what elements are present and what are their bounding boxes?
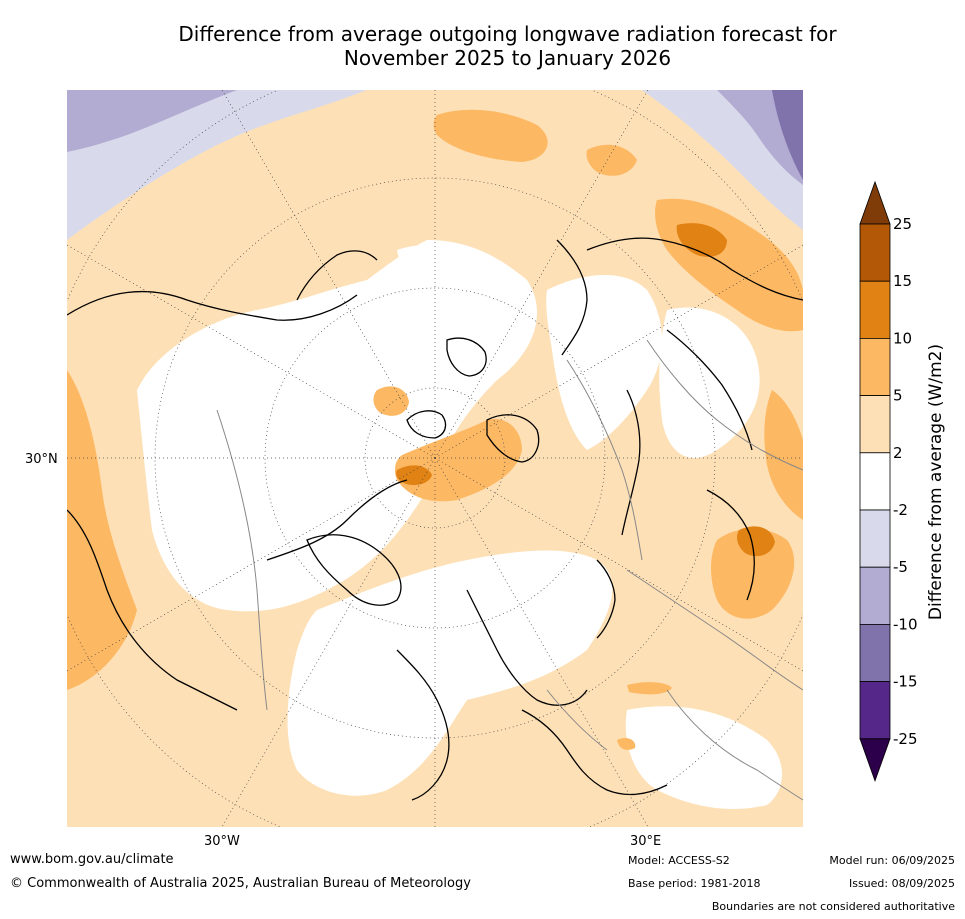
- footer-issued: Issued: 08/09/2025: [848, 877, 955, 890]
- colorbar-bin: [859, 223, 891, 282]
- polar-map: [67, 90, 803, 827]
- anomaly-strong-east-asia: [676, 223, 727, 257]
- colorbar-svg: 25 15 10 5 2 -2 -5 -10 -15 -25: [859, 180, 918, 782]
- neutral-east-pacific: [397, 244, 481, 289]
- footer-model-run: Model run: 06/09/2025: [829, 854, 955, 867]
- colorbar-bin: [859, 280, 891, 339]
- anomaly-south-asia: [711, 528, 795, 619]
- colorbar-tick-label: 2: [893, 444, 903, 462]
- colorbar-title: Difference from average (W/m2): [926, 343, 946, 621]
- colorbar-bin: [859, 395, 891, 454]
- colorbar-bin: [859, 566, 891, 625]
- colorbar-tick-label: 15: [893, 272, 912, 290]
- colorbar-tick-label: -25: [893, 730, 918, 748]
- colorbar-tick-label: 25: [893, 215, 912, 233]
- footer-url[interactable]: www.bom.gov.au/climate: [10, 852, 174, 867]
- map-title: Difference from average outgoing longwav…: [60, 22, 955, 70]
- footer-model: Model: ACCESS-S2: [628, 854, 730, 867]
- country-borders: [216, 339, 803, 801]
- polar-map-svg: [67, 90, 803, 827]
- title-line-1: Difference from average outgoing longwav…: [178, 22, 837, 46]
- colorbar-bin: [859, 681, 891, 740]
- lon-label-30e: 30°E: [630, 834, 662, 849]
- footer-disclaimer: Boundaries are not considered authoritat…: [711, 900, 955, 913]
- neutral-atlantic-europe: [287, 550, 613, 796]
- colorbar-bin: [859, 337, 891, 396]
- neutral-central-asia: [659, 307, 760, 459]
- colorbar-extend-max: [859, 180, 891, 225]
- colorbar-tick-label: -10: [893, 615, 918, 633]
- colorbar-tick-label: -5: [893, 558, 908, 576]
- colorbar-bin: [859, 623, 891, 682]
- anomaly-north-pacific: [433, 109, 548, 162]
- coastlines: [67, 237, 803, 801]
- colorbar-tick-label: 5: [893, 387, 903, 405]
- lat-label-30n: 30°N: [25, 452, 58, 467]
- anomaly-east-edge: [764, 390, 803, 520]
- neutral-south-europe: [625, 706, 782, 810]
- anomaly-west-edge: [67, 370, 137, 690]
- lon-label-30w: 30°W: [204, 834, 240, 849]
- footer-copyright: © Commonwealth of Australia 2025, Austra…: [10, 876, 471, 891]
- neutral-north-america: [137, 240, 537, 612]
- title-line-2: November 2025 to January 2026: [343, 46, 672, 70]
- anomaly-top-right-dark-purple: [772, 90, 803, 180]
- anomaly-mid-atlantic-small: [617, 737, 636, 750]
- colorbar-bin: [859, 509, 891, 568]
- colorbar-tick-label: 10: [893, 329, 912, 347]
- colorbar-tick-label: -15: [893, 673, 918, 691]
- anomaly-strong-south-asia: [737, 526, 775, 557]
- anomaly-arctic-small: [373, 386, 409, 416]
- anomaly-north-pacific-small: [586, 144, 637, 176]
- colorbar-extend-min: [859, 738, 891, 782]
- colorbar: 25 15 10 5 2 -2 -5 -10 -15 -25: [855, 180, 965, 784]
- neutral-siberia: [546, 275, 662, 450]
- colorbar-tick-label: -2: [893, 501, 908, 519]
- graticule: [67, 90, 803, 827]
- colorbar-bin: [859, 452, 891, 511]
- anomaly-top-left-purple: [67, 90, 237, 152]
- anomaly-mediterranean-strip: [627, 682, 672, 695]
- footer-base-period: Base period: 1981-2018: [628, 877, 761, 890]
